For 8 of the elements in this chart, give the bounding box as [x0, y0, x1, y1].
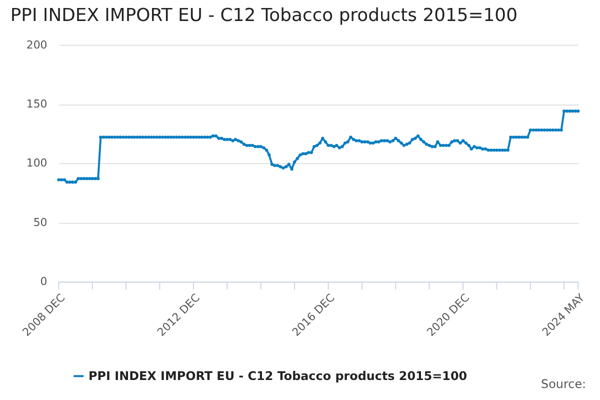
source-note: Source:	[541, 377, 586, 392]
y-tick-label: 50	[33, 216, 48, 229]
y-tick-label: 200	[26, 38, 48, 52]
y-tick-label: 150	[26, 97, 48, 110]
legend-label: PPI INDEX IMPORT EU - C12 Tobacco products 2015=100	[88, 369, 468, 384]
y-tick-label: 100	[26, 156, 48, 170]
y-tick-label: 0	[40, 275, 48, 288]
chart-title: PPI INDEX IMPORT EU - C12 Tobacco products 2015=100	[10, 4, 518, 26]
